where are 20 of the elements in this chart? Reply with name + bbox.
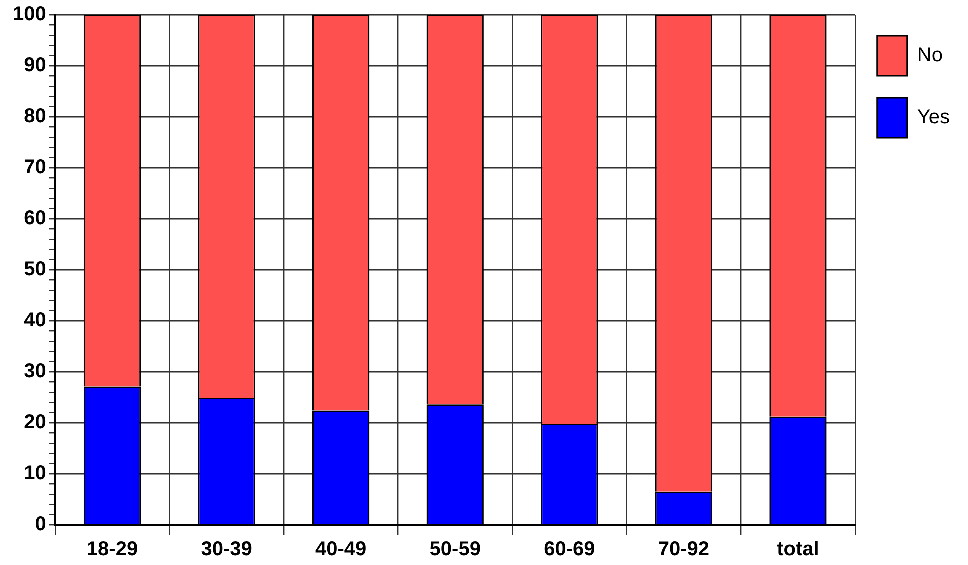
x-tick-label: 70-92 bbox=[658, 538, 710, 561]
x-tick-label: 18-29 bbox=[86, 538, 138, 561]
x-tick-label: 50-59 bbox=[430, 538, 481, 561]
y-tick-label: 100 bbox=[12, 4, 46, 26]
legend-label: No bbox=[917, 44, 943, 67]
legend-label: Yes bbox=[917, 106, 950, 129]
y-tick-label: 20 bbox=[24, 412, 46, 434]
x-tick-label: 60-69 bbox=[544, 538, 596, 561]
y-tick-label: 90 bbox=[24, 54, 46, 77]
y-tick-label: 50 bbox=[24, 258, 46, 281]
y-tick-label: 60 bbox=[24, 208, 46, 230]
x-tick-label: total bbox=[777, 538, 820, 561]
y-tick-label: 10 bbox=[24, 462, 46, 485]
y-tick-label: 40 bbox=[24, 310, 46, 332]
y-tick-label: 80 bbox=[24, 106, 46, 128]
y-tick-label: 30 bbox=[24, 360, 46, 383]
y-tick-label: 0 bbox=[35, 514, 46, 536]
x-tick-label: 30-39 bbox=[201, 538, 252, 561]
x-tick-label: 40-49 bbox=[316, 538, 367, 561]
y-tick-label: 70 bbox=[24, 156, 46, 179]
